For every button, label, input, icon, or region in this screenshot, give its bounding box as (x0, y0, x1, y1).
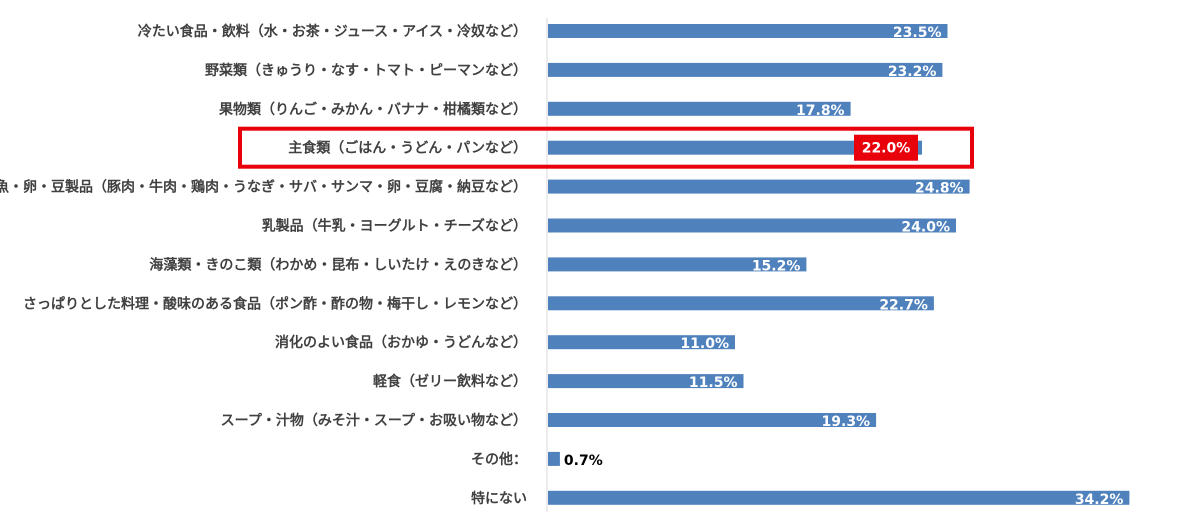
value-label: 23.5% (893, 25, 942, 41)
bar (548, 451, 560, 466)
value-label: 17.8% (796, 103, 845, 119)
category-label: 主食類（ごはん・うどん・パンなど） (288, 140, 527, 157)
category-label: 野菜類（きゅうり・なす・トマト・ピーマンなど） (205, 62, 527, 79)
category-label: 特にない (471, 490, 527, 507)
bar (548, 101, 851, 116)
category-label: 肉・魚・卵・豆製品（豚肉・牛肉・鶏肉・うなぎ・サバ・サンマ・卵・豆腐・納豆など） (0, 179, 527, 196)
value-label: 15.2% (752, 258, 801, 274)
value-label: 24.0% (901, 220, 950, 236)
value-label: 11.5% (689, 375, 738, 391)
bar (548, 335, 735, 350)
value-label: 0.7% (564, 453, 603, 469)
bar (548, 296, 934, 311)
category-label: その他： (471, 451, 527, 468)
bar (548, 179, 970, 194)
bar (548, 62, 943, 77)
bar (548, 257, 807, 272)
category-label: 軽食（ゼリー飲料など） (373, 373, 527, 390)
value-label: 19.3% (822, 414, 871, 430)
category-label: スープ・汁物（みそ汁・スープ・お吸い物など） (221, 412, 527, 429)
value-label: 23.2% (888, 64, 937, 80)
value-label: 22.0% (862, 141, 911, 157)
category-label: さっぱりとした料理・酸味のある食品（ポン酢・酢の物・梅干し・レモンなど） (23, 295, 527, 312)
bar (548, 490, 1130, 505)
bar (548, 140, 922, 155)
category-label: 海藻類・きのこ類（わかめ・昆布・しいたけ・えのきなど） (149, 256, 527, 273)
bar (548, 24, 948, 38)
value-label: 24.8% (915, 181, 964, 197)
value-label: 11.0% (680, 336, 729, 352)
category-label: 乳製品（牛乳・ヨーグルト・チーズなど） (262, 218, 527, 235)
bar (548, 218, 956, 233)
bar (548, 374, 744, 389)
value-label: 34.2% (1075, 492, 1124, 508)
highlight-value-box (854, 134, 918, 161)
category-label: 冷たい食品・飲料（水・お茶・ジュース・アイス・冷奴など） (138, 23, 527, 40)
highlight-frame (238, 126, 974, 169)
category-label: 消化のよい食品（おかゆ・うどんなど） (275, 334, 527, 351)
category-label: 果物類（りんご・みかん・バナナ・柑橘類など） (218, 101, 527, 118)
value-label: 22.7% (879, 297, 928, 313)
bar (548, 413, 877, 427)
